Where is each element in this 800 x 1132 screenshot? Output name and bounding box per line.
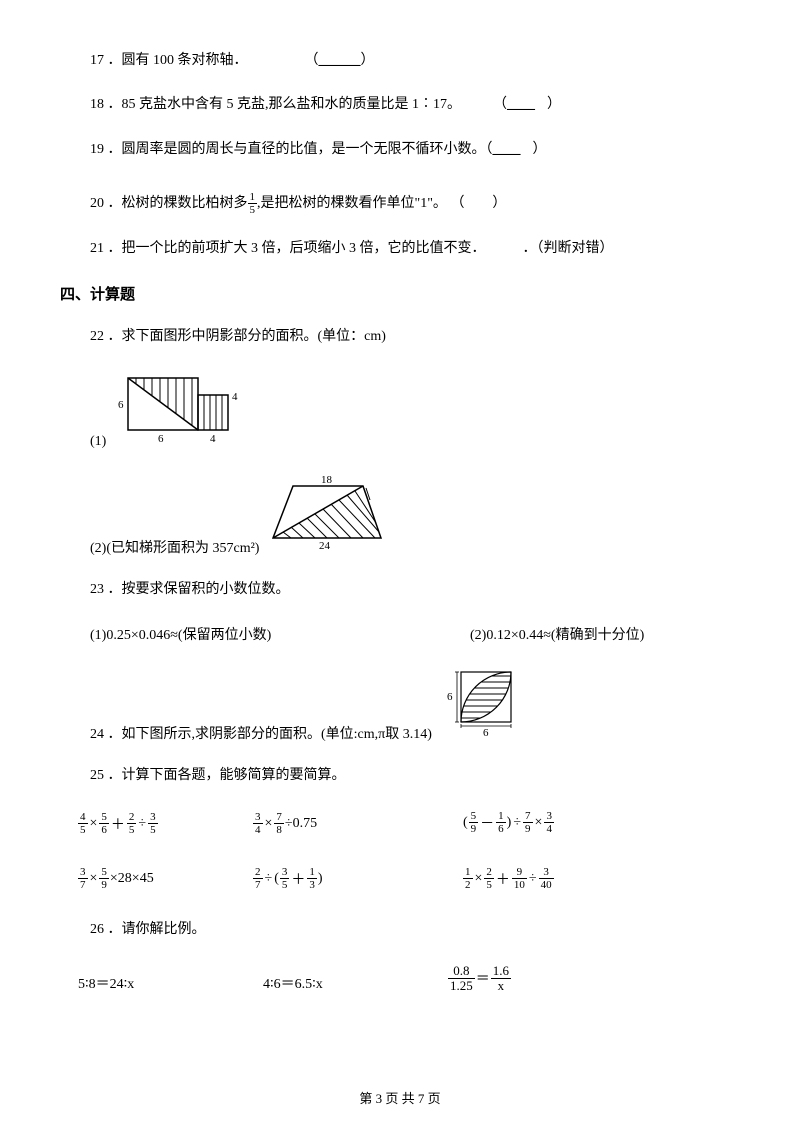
q26-b: 4∶6＝6.5∶x — [263, 973, 448, 993]
q23-a: (1)0.25×0.046≈(保留两位小数) — [90, 624, 470, 644]
question-19: 19 ．圆周率是圆的周长与直径的比值，是一个无限不循环小数。（____） — [60, 139, 740, 161]
q25-row-2: 37×59×28×45 27÷(35＋13) 12×25＋910÷340 — [60, 864, 740, 891]
question-18: 18 ．85 克盐水中含有 5 克盐,那么盐和水的质量比是 1∶17。 （___… — [60, 94, 740, 116]
q26-text: ．请你解比例。 — [108, 922, 206, 937]
q22-figure-1: 6 6 4 4 — [110, 370, 240, 450]
q25-text: ．计算下面各题，能够简算的要简算。 — [108, 768, 346, 783]
svg-text:24: 24 — [319, 540, 331, 552]
svg-text:6: 6 — [447, 691, 453, 703]
question-24: 24 ．如下图所示,求阴影部分的面积。(单位:cm,π取 3.14) — [60, 666, 740, 743]
q17-text: ．圆有 100 条对称轴． — [108, 53, 248, 68]
question-22: 22 ．求下面图形中阴影部分的面积。(单位：cm) — [60, 326, 740, 348]
question-17: 17 ．圆有 100 条对称轴． （______） — [60, 50, 740, 72]
q22-fig2-svg: 18 24 — [263, 472, 393, 552]
q18-paren-l: （ — [493, 97, 507, 112]
q23-row: (1)0.25×0.046≈(保留两位小数) (2)0.12×0.44≈(精确到… — [60, 624, 740, 644]
svg-text:6: 6 — [158, 433, 164, 445]
section-4-header: 四、计算题 — [60, 283, 740, 304]
q24-num: 24 — [90, 727, 104, 742]
q24-text: ．如下图所示,求阴影部分的面积。(单位:cm,π取 3.14) — [108, 727, 432, 742]
q18-blank[interactable]: ____ — [507, 94, 547, 116]
q20-text-b: ,是把松树的棵数看作单位"1"。 — [257, 196, 447, 211]
question-23: 23 ．按要求保留积的小数位数。 — [60, 579, 740, 601]
q22-fig2-wrap: (2)(已知梯形面积为 357cm²) 18 24 — [60, 472, 740, 557]
q25-r1c2: 34×78÷0.75 — [253, 809, 463, 836]
q22-sub2-label: (2)(已知梯形面积为 357cm²) — [90, 541, 259, 556]
q23-b: (2)0.12×0.44≈(精确到十分位) — [470, 624, 740, 644]
q24-fig-svg: 6 6 — [443, 666, 523, 738]
q17-num: 17 — [90, 53, 104, 68]
q25-row-1: 45×56＋25÷35 34×78÷0.75 (59－16)÷79×34 — [60, 809, 740, 836]
q22-sub1-label: (1) — [90, 434, 106, 450]
q21-num: 21 — [90, 241, 104, 256]
question-26: 26 ．请你解比例。 — [60, 919, 740, 941]
svg-text:4: 4 — [232, 391, 238, 403]
q23-num: 23 — [90, 582, 104, 597]
q19-blank[interactable]: ____ — [493, 139, 533, 161]
q21-text: ．把一个比的前项扩大 3 倍，后项缩小 3 倍，它的比值不变． — [108, 241, 486, 256]
svg-text:18: 18 — [321, 474, 333, 486]
q26-row: 5∶8＝24∶x 4∶6＝6.5∶x 0.81.25＝1.6x — [60, 964, 740, 994]
q20-text-a: ．松树的棵数比柏树多 — [108, 196, 248, 211]
svg-text:6: 6 — [483, 727, 489, 738]
q17-paren-l: （ — [305, 53, 319, 68]
question-20: 20 ．松树的棵数比柏树多15,是把松树的棵数看作单位"1"。 （ ） — [60, 191, 740, 216]
q18-num: 18 — [90, 97, 104, 112]
q18-text: ．85 克盐水中含有 5 克盐,那么盐和水的质量比是 1∶17。 — [108, 97, 462, 112]
q22-fig1-wrap: (1) 6 6 4 4 — [60, 370, 740, 450]
q25-r1c3: (59－16)÷79×34 — [463, 810, 740, 835]
q26-a: 5∶8＝24∶x — [78, 973, 263, 993]
q25-r2c1: 37×59×28×45 — [78, 864, 253, 891]
q25-r1c1: 45×56＋25÷35 — [78, 809, 253, 836]
svg-text:6: 6 — [118, 399, 124, 411]
q25-num: 25 — [90, 768, 104, 783]
q20-paren[interactable]: （ ） — [450, 196, 506, 211]
q19-num: 19 — [90, 142, 104, 157]
q22-figure-2: 18 24 — [263, 472, 393, 557]
q19-text: ．圆周率是圆的周长与直径的比值，是一个无限不循环小数。（ — [108, 142, 493, 157]
q26-num: 26 — [90, 922, 104, 937]
q19-paren-r: ） — [533, 142, 547, 157]
q22-text: ．求下面图形中阴影部分的面积。(单位：cm) — [108, 329, 386, 344]
q20-frac: 15 — [248, 191, 258, 216]
q24-figure: 6 6 — [443, 666, 523, 743]
page-footer: 第 3 页 共 7 页 — [0, 1088, 800, 1107]
question-25: 25 ．计算下面各题，能够简算的要简算。 — [60, 765, 740, 787]
q17-paren-r: ） — [361, 53, 375, 68]
q23-text: ．按要求保留积的小数位数。 — [108, 582, 290, 597]
q18-paren-r: ） — [547, 97, 561, 112]
q20-num: 20 — [90, 196, 104, 211]
q22-num: 22 — [90, 329, 104, 344]
q25-r2c2: 27÷(35＋13) — [253, 864, 463, 891]
q21-tail: ．（判断对错） — [523, 241, 614, 256]
q26-c: 0.81.25＝1.6x — [448, 964, 740, 994]
q17-blank[interactable]: ______ — [319, 50, 361, 72]
q22-fig1-svg: 6 6 4 4 — [110, 370, 240, 445]
svg-text:4: 4 — [210, 433, 216, 445]
q25-r2c3: 12×25＋910÷340 — [463, 864, 740, 891]
question-21: 21 ．把一个比的前项扩大 3 倍，后项缩小 3 倍，它的比值不变． ．（判断对… — [60, 238, 740, 260]
